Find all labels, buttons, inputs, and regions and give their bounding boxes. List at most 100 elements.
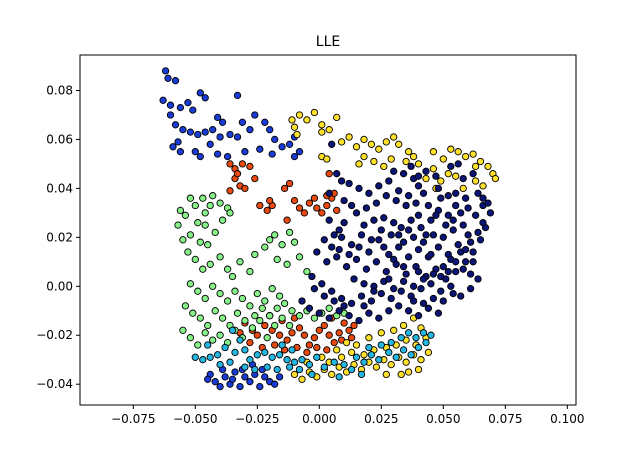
scatter-point xyxy=(335,329,343,337)
scatter-point xyxy=(330,231,338,239)
scatter-point xyxy=(347,348,356,357)
scatter-point xyxy=(305,360,314,369)
scatter-point xyxy=(251,312,259,320)
scatter-point xyxy=(288,329,296,337)
scatter-point xyxy=(199,356,207,364)
scatter-point xyxy=(280,299,289,308)
scatter-point xyxy=(355,160,363,168)
scatter-point xyxy=(313,248,321,256)
scatter-point xyxy=(241,316,249,325)
scatter-point xyxy=(444,170,452,178)
scatter-point xyxy=(263,206,271,215)
scatter-point xyxy=(357,231,366,239)
scatter-point xyxy=(241,346,249,354)
scatter-point xyxy=(342,338,351,347)
scatter-point xyxy=(439,297,447,305)
scatter-point xyxy=(466,238,475,246)
scatter-point xyxy=(261,243,269,251)
scatter-points xyxy=(159,67,500,391)
scatter-point xyxy=(328,370,336,379)
scatter-point xyxy=(236,258,244,266)
scatter-point xyxy=(419,275,428,283)
scatter-point xyxy=(372,258,381,266)
scatter-point xyxy=(268,285,276,293)
scatter-point xyxy=(186,280,195,288)
scatter-point xyxy=(305,304,314,312)
scatter-point xyxy=(335,307,343,315)
scatter-point xyxy=(199,194,207,202)
scatter-point xyxy=(399,238,408,246)
x-tick-label: −0.025 xyxy=(235,412,279,426)
scatter-point xyxy=(288,346,296,354)
scatter-point xyxy=(444,267,452,276)
scatter-point xyxy=(246,338,254,347)
scatter-point xyxy=(181,211,190,219)
scatter-point xyxy=(392,353,400,361)
scatter-point xyxy=(246,302,254,310)
scatter-point xyxy=(385,177,393,185)
scatter-point xyxy=(439,155,447,163)
scatter-point xyxy=(365,309,373,317)
scatter-point xyxy=(204,241,212,249)
scatter-point xyxy=(303,267,311,276)
scatter-point xyxy=(370,157,378,166)
scatter-point xyxy=(377,341,385,349)
scatter-point xyxy=(414,172,423,180)
scatter-point xyxy=(201,294,209,303)
scatter-point xyxy=(387,338,395,347)
scatter-point xyxy=(176,103,185,112)
scatter-point xyxy=(395,187,403,195)
scatter-point xyxy=(385,250,393,259)
scatter-point xyxy=(295,253,304,261)
scatter-point xyxy=(295,111,304,119)
scatter-point xyxy=(419,299,428,308)
scatter-point xyxy=(325,331,333,339)
scatter-point xyxy=(444,211,452,219)
scatter-point xyxy=(285,363,294,371)
scatter-point xyxy=(377,226,385,234)
scatter-point xyxy=(201,94,209,102)
scatter-point xyxy=(471,211,480,219)
scatter-point xyxy=(469,248,477,256)
scatter-point xyxy=(176,206,185,215)
scatter-point xyxy=(253,331,261,339)
scatter-point xyxy=(434,184,443,193)
scatter-point xyxy=(387,155,395,163)
scatter-point xyxy=(271,341,279,349)
x-tick-label: 0.025 xyxy=(364,412,398,426)
scatter-point xyxy=(275,351,284,359)
scatter-point xyxy=(325,314,333,322)
scatter-point xyxy=(352,209,361,217)
scatter-point xyxy=(233,91,242,100)
scatter-point xyxy=(231,348,239,357)
scatter-point xyxy=(452,267,460,276)
scatter-point xyxy=(345,133,353,141)
scatter-point xyxy=(166,101,175,109)
scatter-point xyxy=(325,189,333,197)
scatter-point xyxy=(387,294,395,303)
scatter-point xyxy=(417,356,425,364)
scatter-point xyxy=(357,292,366,300)
scatter-point xyxy=(399,346,408,354)
scatter-point xyxy=(449,289,457,298)
scatter-point xyxy=(204,341,212,349)
scatter-point xyxy=(318,209,326,217)
scatter-point xyxy=(360,358,368,366)
scatter-point xyxy=(449,216,457,224)
scatter-point xyxy=(228,272,237,281)
scatter-point xyxy=(474,228,482,237)
scatter-point xyxy=(399,263,408,271)
scatter-point xyxy=(216,253,224,261)
scatter-point xyxy=(290,358,299,366)
scatter-point xyxy=(375,182,383,190)
scatter-point xyxy=(342,263,351,271)
scatter-point xyxy=(422,167,430,175)
scatter-point xyxy=(290,123,299,131)
scatter-point xyxy=(333,346,341,354)
scatter-point xyxy=(392,196,400,205)
scatter-point xyxy=(380,243,388,251)
scatter-point xyxy=(266,236,274,244)
scatter-point xyxy=(320,321,328,330)
scatter-point xyxy=(278,241,286,249)
scatter-point xyxy=(337,294,346,303)
